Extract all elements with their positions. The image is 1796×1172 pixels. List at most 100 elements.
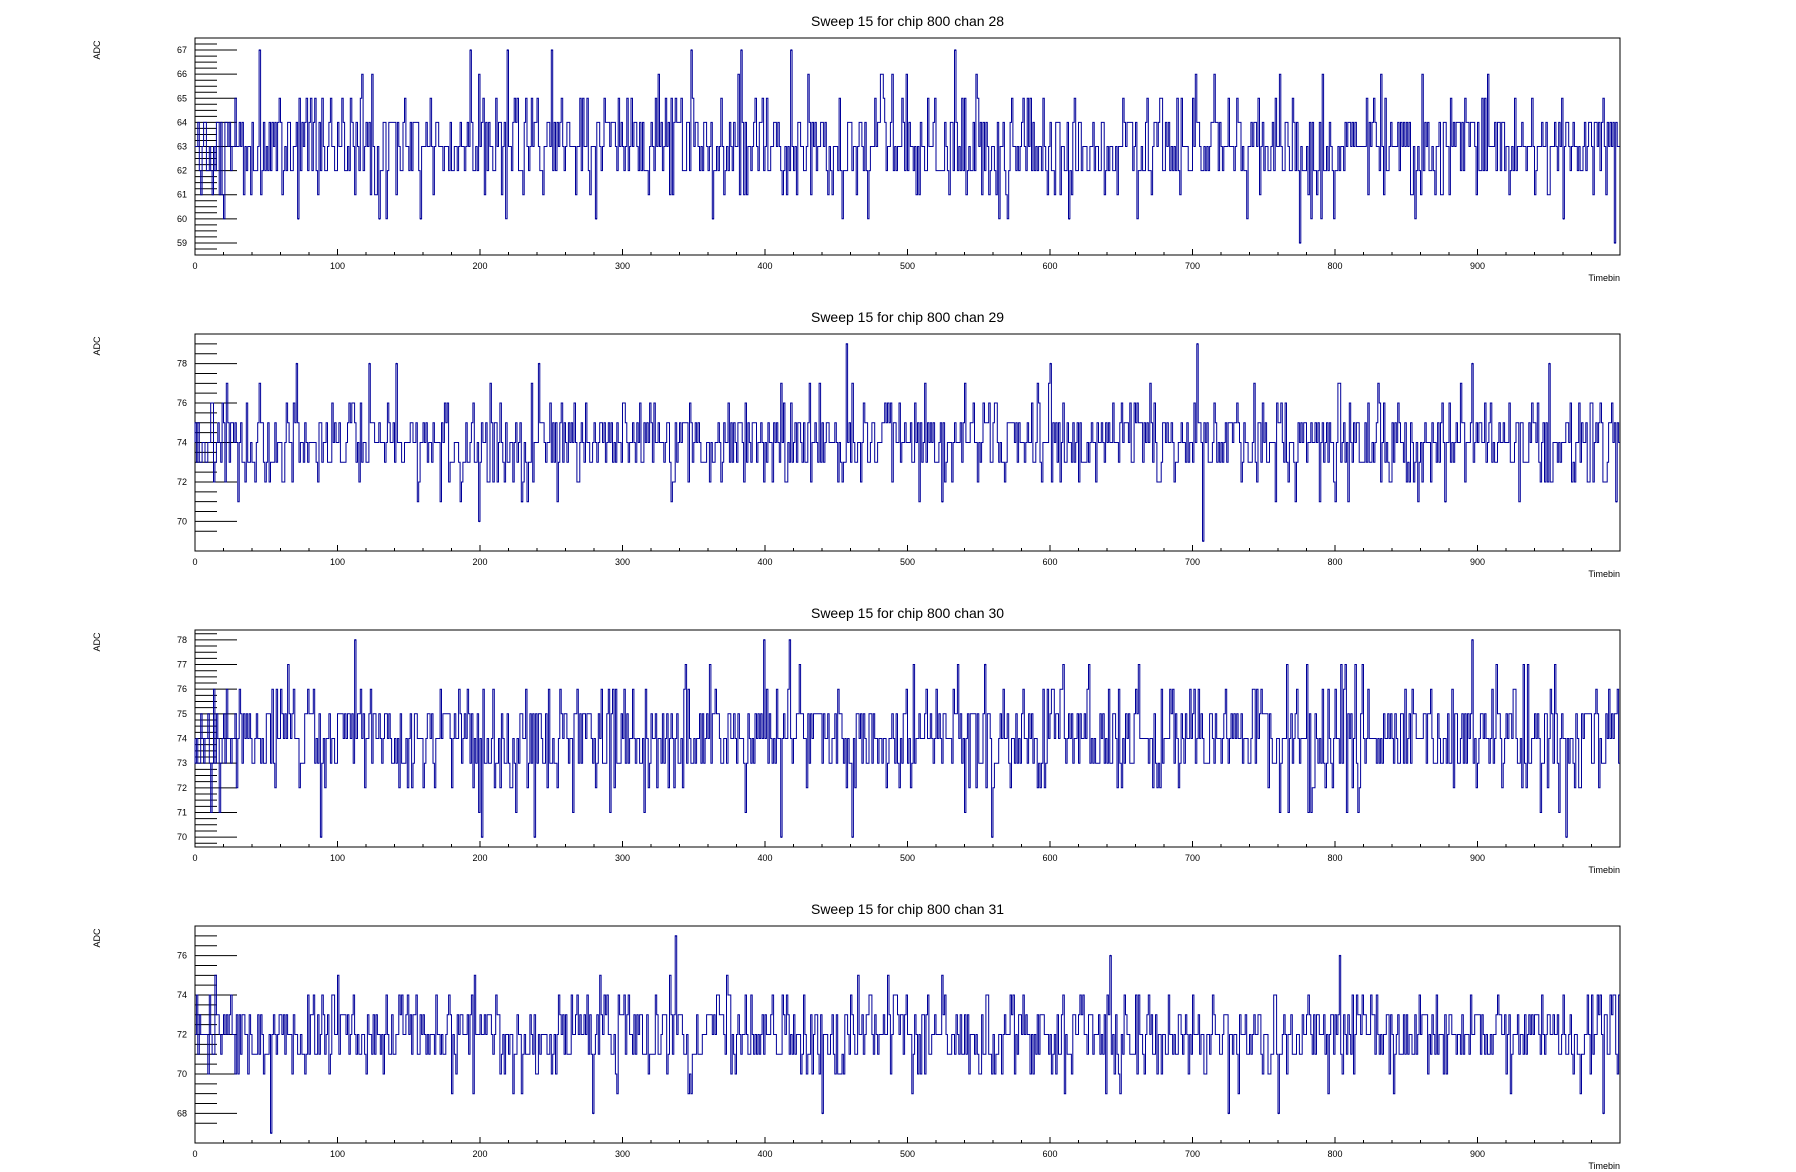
y-tick-label: 74 bbox=[177, 438, 187, 448]
data-point bbox=[690, 49, 693, 51]
data-point bbox=[395, 362, 398, 365]
data-point bbox=[1339, 954, 1341, 957]
data-point bbox=[991, 836, 994, 838]
data-point bbox=[481, 836, 483, 838]
data-point bbox=[270, 1132, 273, 1134]
y-tick-label: 62 bbox=[177, 166, 187, 176]
chart-title: Sweep 15 for chip 800 chan 31 bbox=[811, 901, 1004, 917]
chart-title: Sweep 15 for chip 800 chan 28 bbox=[811, 13, 1004, 29]
x-tick-label: 700 bbox=[1185, 853, 1200, 863]
x-tick-label: 900 bbox=[1470, 853, 1485, 863]
y-tick-label: 65 bbox=[177, 93, 187, 103]
x-axis-label: Timebin bbox=[1588, 273, 1620, 283]
data-point bbox=[506, 49, 509, 51]
x-tick-label: 200 bbox=[472, 261, 487, 271]
x-axis-label: Timebin bbox=[1588, 865, 1620, 875]
y-tick-label: 72 bbox=[177, 477, 187, 487]
data-point bbox=[297, 218, 300, 220]
y-tick-label: 74 bbox=[177, 734, 187, 744]
data-point bbox=[1565, 836, 1568, 838]
x-tick-label: 400 bbox=[757, 261, 772, 271]
x-tick-label: 700 bbox=[1185, 1149, 1200, 1159]
x-tick-label: 700 bbox=[1185, 557, 1200, 567]
chart-panel-28: Sweep 15 for chip 800 chan 28 ADC Timebin 0… bbox=[92, 13, 1621, 283]
x-tick-label: 400 bbox=[757, 1149, 772, 1159]
chart-panel-30: Sweep 15 for chip 800 chan 30 ADC Timebin 0… bbox=[92, 605, 1621, 875]
y-tick-label: 61 bbox=[177, 190, 187, 200]
data-point bbox=[420, 218, 422, 220]
y-axis-label: ADC bbox=[92, 632, 102, 652]
y-tick-label: 63 bbox=[177, 142, 187, 152]
data-point bbox=[1299, 242, 1301, 244]
data-point bbox=[675, 935, 677, 937]
x-tick-label: 100 bbox=[330, 261, 345, 271]
y-tick-label: 66 bbox=[177, 69, 187, 79]
data-point bbox=[378, 218, 381, 220]
x-tick-label: 200 bbox=[472, 853, 487, 863]
x-tick-label: 0 bbox=[192, 557, 197, 567]
data-point bbox=[551, 49, 553, 51]
y-tick-label: 73 bbox=[177, 758, 187, 768]
y-tick-label: 76 bbox=[177, 951, 187, 961]
chart-panel-29: Sweep 15 for chip 800 chan 29 ADC Timebin 0… bbox=[92, 309, 1621, 579]
data-point bbox=[1562, 218, 1565, 220]
x-tick-label: 800 bbox=[1327, 853, 1342, 863]
x-tick-label: 900 bbox=[1470, 261, 1485, 271]
data-point bbox=[259, 49, 261, 51]
x-tick-label: 800 bbox=[1327, 261, 1342, 271]
x-tick-label: 500 bbox=[900, 261, 915, 271]
series-line bbox=[195, 935, 1620, 1134]
data-point bbox=[740, 49, 743, 51]
data-point bbox=[790, 49, 793, 51]
data-point bbox=[1614, 242, 1616, 244]
data-point bbox=[1196, 343, 1199, 345]
data-point bbox=[296, 362, 298, 365]
y-axis-label: ADC bbox=[92, 928, 102, 948]
x-tick-label: 900 bbox=[1470, 557, 1485, 567]
x-tick-label: 100 bbox=[330, 853, 345, 863]
x-tick-label: 600 bbox=[1042, 557, 1057, 567]
x-tick-label: 300 bbox=[615, 261, 630, 271]
data-point bbox=[320, 836, 322, 838]
data-point bbox=[763, 639, 766, 641]
y-tick-label: 76 bbox=[177, 684, 187, 694]
series-line bbox=[194, 343, 1620, 542]
data-point bbox=[984, 663, 986, 666]
data-point bbox=[368, 362, 371, 365]
x-tick-label: 600 bbox=[1042, 1149, 1057, 1159]
data-point bbox=[1068, 218, 1071, 220]
data-point bbox=[534, 836, 536, 838]
data-point bbox=[354, 639, 357, 641]
data-point bbox=[789, 639, 791, 641]
chart-title: Sweep 15 for chip 800 chan 29 bbox=[811, 309, 1004, 325]
y-tick-label: 77 bbox=[177, 660, 187, 670]
x-tick-label: 900 bbox=[1470, 1149, 1485, 1159]
data-point bbox=[941, 500, 944, 503]
x-tick-label: 0 bbox=[192, 1149, 197, 1159]
data-point bbox=[1471, 639, 1474, 641]
y-tick-label: 70 bbox=[177, 832, 187, 842]
x-tick-label: 600 bbox=[1042, 261, 1057, 271]
y-tick-label: 74 bbox=[177, 990, 187, 1000]
data-point bbox=[595, 218, 597, 220]
x-tick-label: 300 bbox=[615, 1149, 630, 1159]
data-point bbox=[1049, 362, 1052, 365]
data-point bbox=[592, 1112, 595, 1115]
x-tick-label: 300 bbox=[615, 557, 630, 567]
data-point bbox=[478, 520, 481, 523]
x-tick-label: 200 bbox=[472, 1149, 487, 1159]
data-point bbox=[821, 1112, 824, 1115]
y-axis-label: ADC bbox=[92, 336, 102, 356]
chart-panel-31: Sweep 15 for chip 800 chan 31 ADC Timebin 0… bbox=[92, 901, 1621, 1171]
x-tick-label: 700 bbox=[1185, 261, 1200, 271]
data-point bbox=[538, 362, 540, 365]
y-tick-label: 75 bbox=[177, 709, 187, 719]
chart-title: Sweep 15 for chip 800 chan 30 bbox=[811, 605, 1004, 621]
x-tick-label: 200 bbox=[472, 557, 487, 567]
x-tick-label: 0 bbox=[192, 261, 197, 271]
y-tick-label: 78 bbox=[177, 359, 187, 369]
data-point bbox=[851, 836, 854, 838]
x-tick-label: 800 bbox=[1327, 1149, 1342, 1159]
y-tick-label: 59 bbox=[177, 238, 187, 248]
